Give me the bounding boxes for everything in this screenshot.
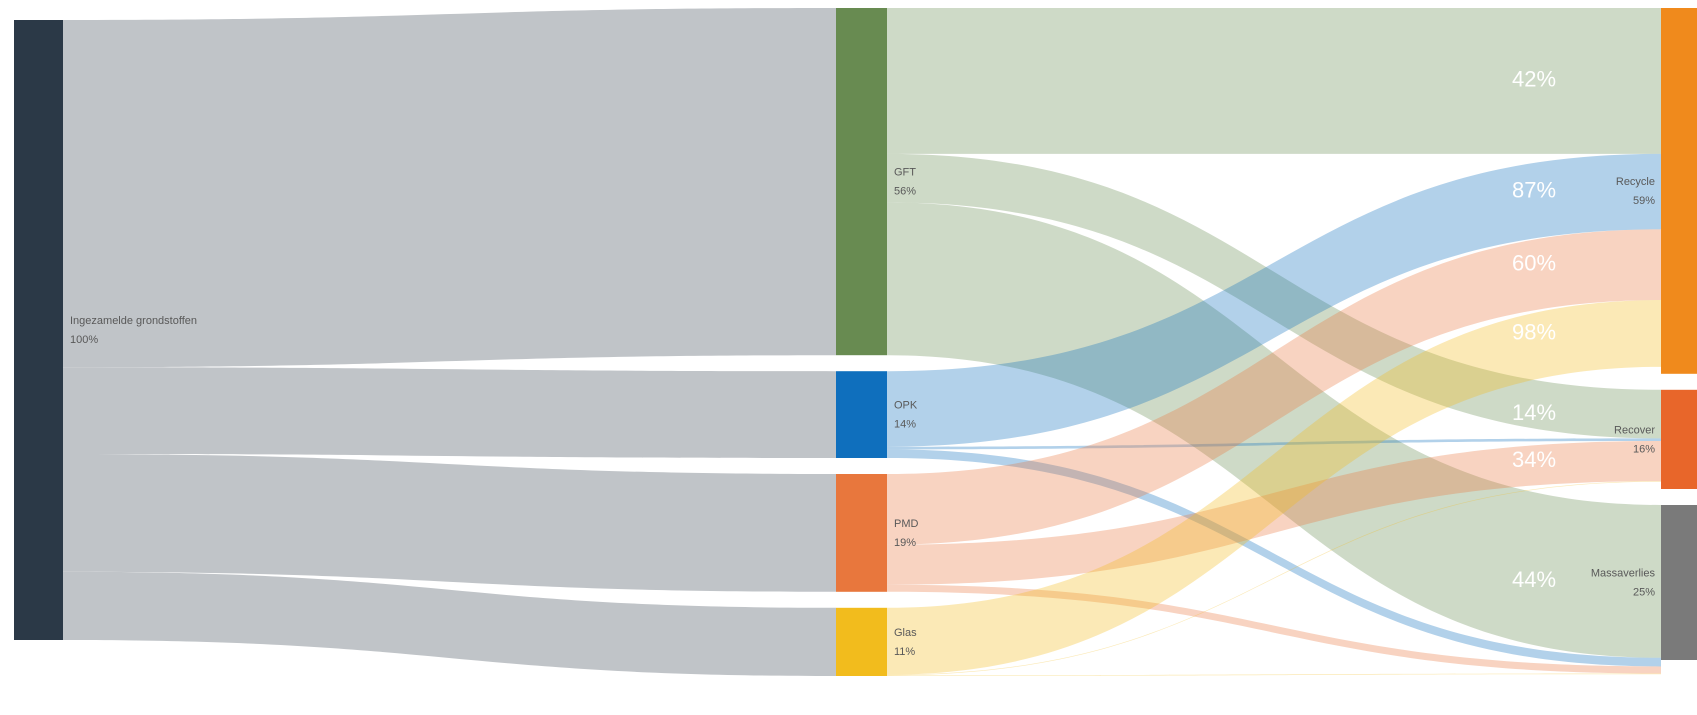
link xyxy=(63,454,836,592)
node-label: Recycle xyxy=(1616,176,1655,188)
link-label: 42% xyxy=(1512,67,1556,92)
link xyxy=(887,229,1661,545)
node xyxy=(836,474,887,592)
link xyxy=(887,202,1661,658)
link xyxy=(887,481,1661,676)
node-label: Recover xyxy=(1614,424,1655,436)
nodes xyxy=(14,8,1697,676)
node xyxy=(836,607,887,676)
node-value-label: 25% xyxy=(1633,586,1655,598)
link xyxy=(887,441,1661,585)
node xyxy=(14,20,63,640)
node-label: GFT xyxy=(894,167,916,179)
link xyxy=(887,153,1661,439)
link xyxy=(887,584,1661,674)
node xyxy=(1661,8,1697,374)
link-label: 98% xyxy=(1512,319,1556,344)
link-label: 87% xyxy=(1512,177,1556,202)
node xyxy=(1661,505,1697,660)
node-value-label: 100% xyxy=(70,334,98,346)
link xyxy=(887,449,1661,667)
node-value-label: 14% xyxy=(894,419,916,431)
link xyxy=(63,367,836,458)
node-label: Glas xyxy=(894,627,917,639)
link xyxy=(887,673,1661,676)
node xyxy=(836,371,887,458)
node-value-label: 59% xyxy=(1633,195,1655,207)
links xyxy=(63,8,1661,676)
link-label: 34% xyxy=(1512,447,1556,472)
labels: 42% 14% 44% 87% 60% 34% 98% Ingezamelde grondst… xyxy=(70,67,1655,658)
link xyxy=(887,8,1661,154)
link-label: 44% xyxy=(1512,567,1556,592)
link xyxy=(63,8,836,368)
node-label: PMD xyxy=(894,518,919,530)
link-label: 60% xyxy=(1512,250,1556,275)
node-value-label: 16% xyxy=(1633,443,1655,455)
link xyxy=(63,571,836,676)
node-value-label: 56% xyxy=(894,186,916,198)
link xyxy=(887,438,1661,450)
node-label: Ingezamelde grondstoffen xyxy=(70,315,197,327)
node-label: Massaverlies xyxy=(1591,567,1656,579)
link xyxy=(887,300,1661,675)
link-label: 14% xyxy=(1512,400,1556,425)
link xyxy=(887,153,1661,447)
node-value-label: 11% xyxy=(894,646,915,658)
node-label: OPK xyxy=(894,400,918,412)
node xyxy=(1661,389,1697,489)
node xyxy=(836,8,887,356)
node-value-label: 19% xyxy=(894,537,916,549)
